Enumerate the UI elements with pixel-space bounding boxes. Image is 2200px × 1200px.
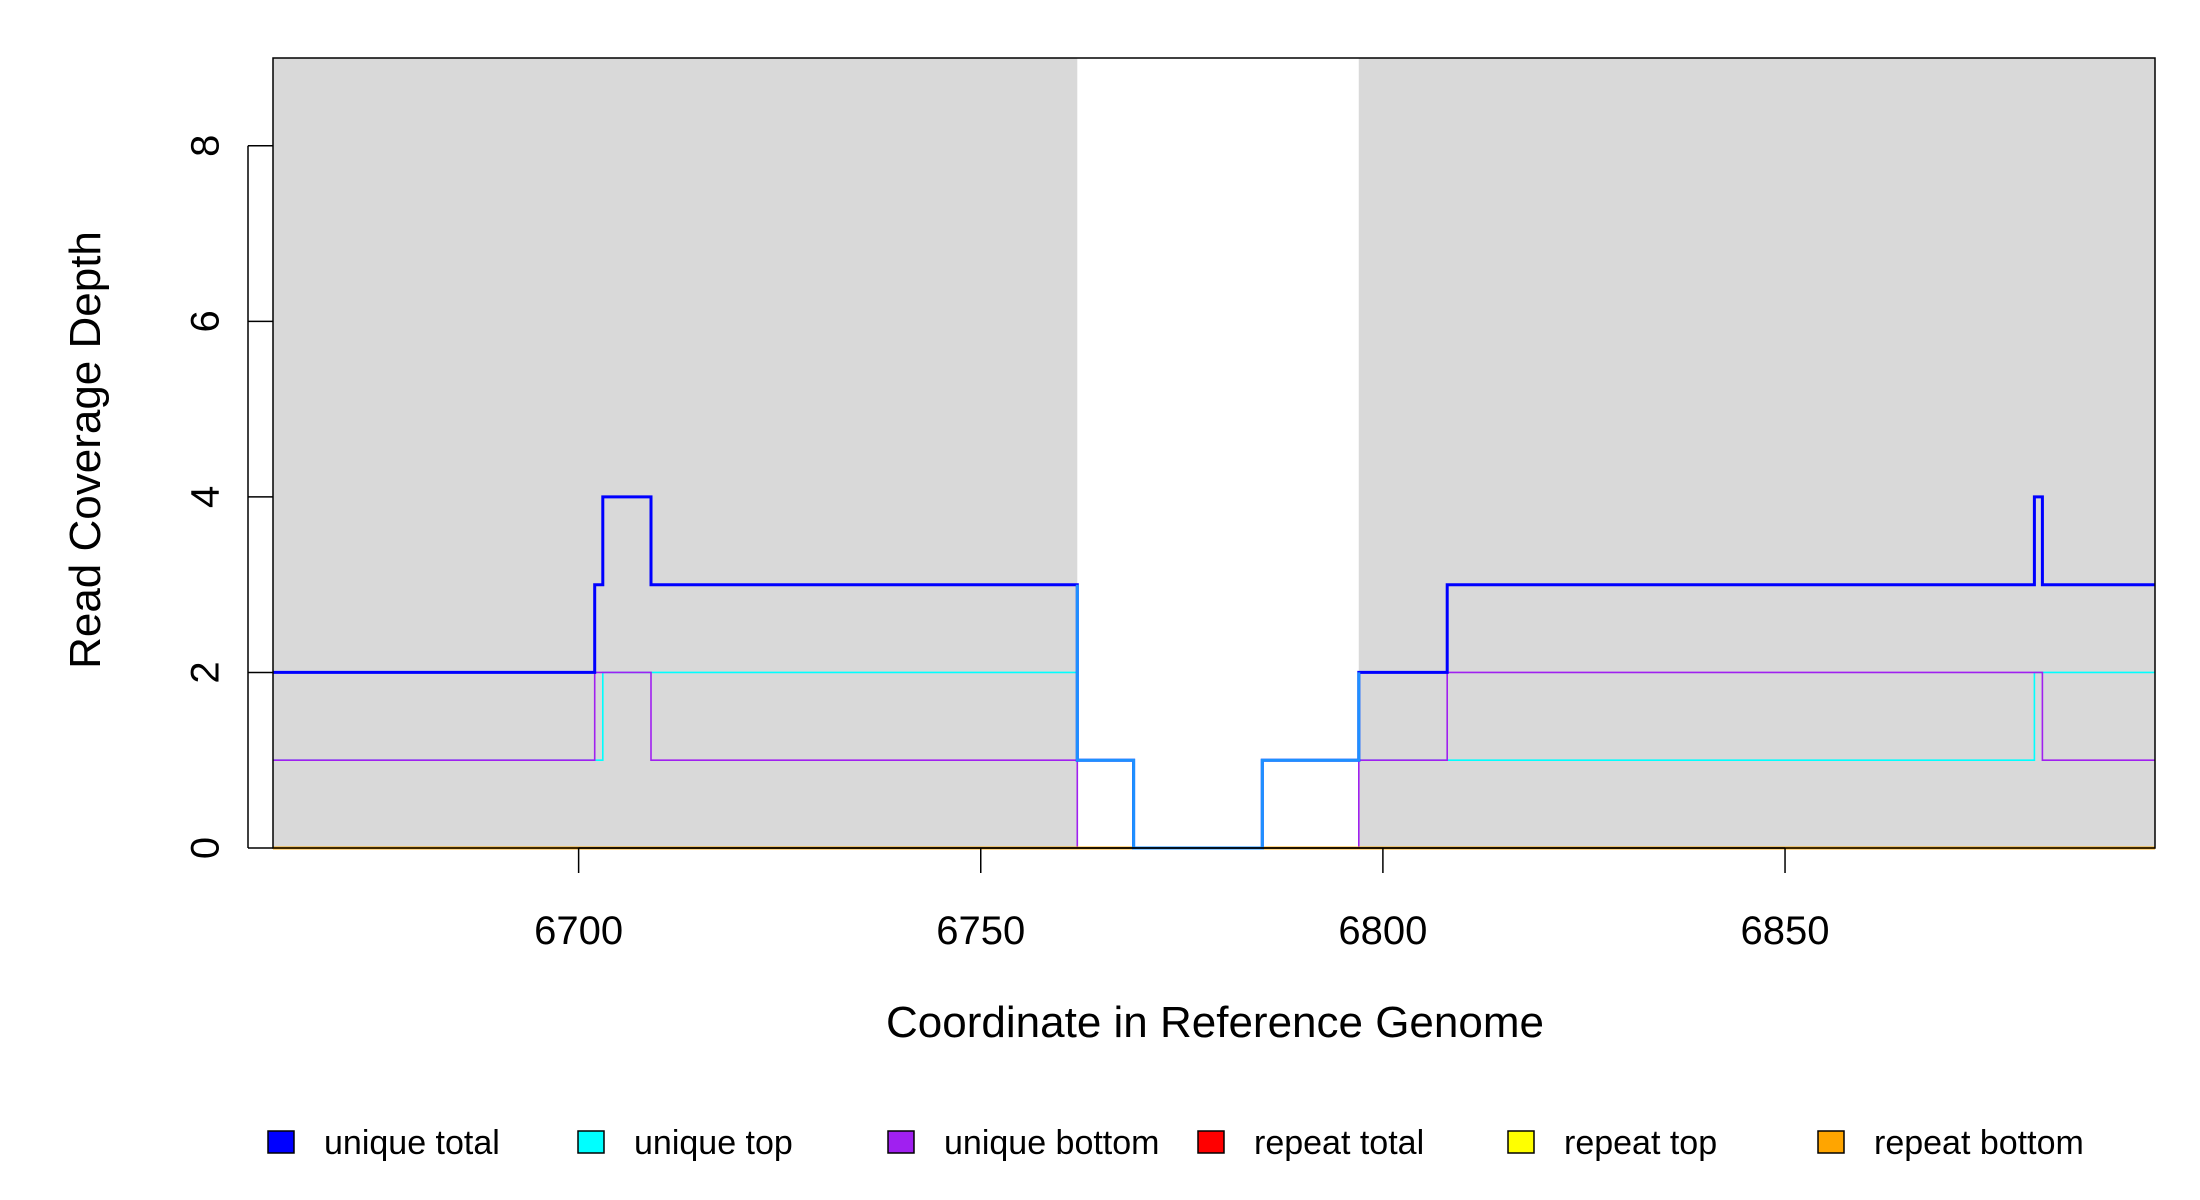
legend-item-repeat-top-label: repeat top — [1564, 1124, 1717, 1162]
x-axis-title: Coordinate in Reference Genome — [886, 998, 1544, 1047]
x-tick-label-6750: 6750 — [936, 909, 1025, 953]
y-tick-label-8: 8 — [184, 135, 228, 157]
legend-item-repeat-total-swatch — [1197, 1130, 1225, 1154]
legend-item-unique-total-swatch — [267, 1130, 295, 1154]
legend-item-unique-total: unique total — [267, 1124, 500, 1162]
legend-item-unique-top-swatch — [577, 1130, 605, 1154]
legend-item-repeat-top: repeat top — [1507, 1124, 1717, 1162]
legend-item-repeat-bottom-label: repeat bottom — [1874, 1124, 2084, 1162]
y-tick-label-6: 6 — [184, 310, 228, 332]
x-tick-label-6700: 6700 — [534, 909, 623, 953]
legend-item-unique-bottom-swatch — [887, 1130, 915, 1154]
y-axis-title: Read Coverage Depth — [61, 231, 110, 669]
axes-layer: 0 2 4 6 8 6700 6750 6800 6850 — [184, 57, 2156, 953]
legend-item-repeat-bottom-swatch — [1817, 1130, 1845, 1154]
legend: unique total unique top unique bottom repea… — [267, 1124, 2084, 1162]
legend-item-unique-top-label: unique top — [634, 1124, 793, 1162]
x-tick-label-6800: 6800 — [1338, 909, 1427, 953]
legend-item-repeat-bottom: repeat bottom — [1817, 1124, 2084, 1162]
y-tick-label-2: 2 — [184, 661, 228, 683]
legend-item-unique-total-label: unique total — [324, 1124, 500, 1162]
legend-item-repeat-top-swatch — [1507, 1130, 1535, 1154]
y-tick-label-4: 4 — [184, 486, 228, 508]
legend-item-unique-bottom-label: unique bottom — [944, 1124, 1160, 1162]
y-tick-label-0: 0 — [184, 837, 228, 859]
legend-item-unique-top: unique top — [577, 1124, 793, 1162]
plot-background-layer — [273, 58, 2155, 848]
highlight-region — [1077, 58, 1359, 848]
x-tick-label-6850: 6850 — [1741, 909, 1830, 953]
legend-item-repeat-total-label: repeat total — [1254, 1124, 1424, 1162]
legend-item-repeat-total: repeat total — [1197, 1124, 1424, 1162]
legend-item-unique-bottom: unique bottom — [887, 1124, 1160, 1162]
